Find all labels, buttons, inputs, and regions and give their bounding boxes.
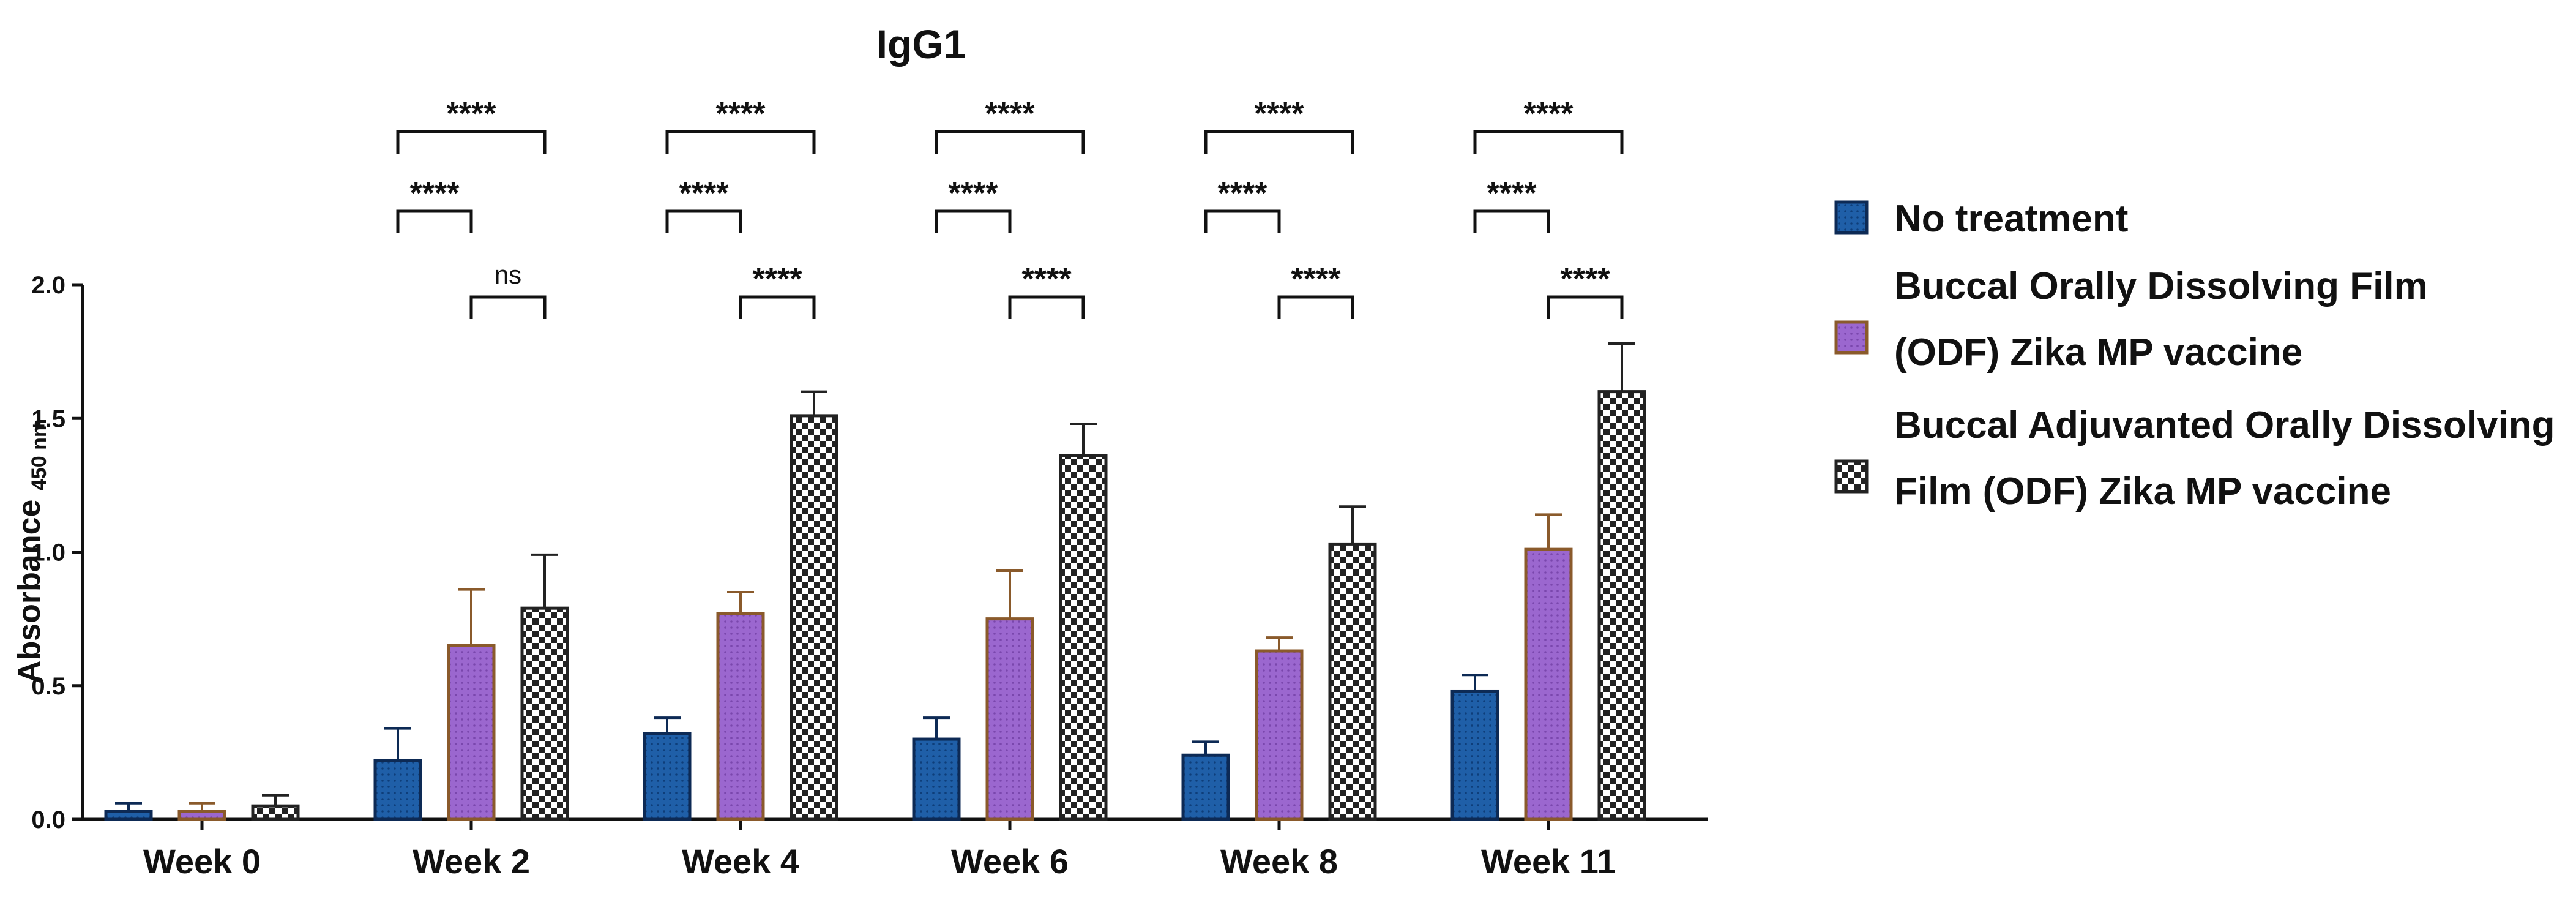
x-tick-label: Week 8 [1220,842,1338,881]
bar [1450,689,1499,821]
bar [1597,390,1646,821]
y-axis-label: Absorbance 450 nm [12,419,51,683]
significance-label: **** [1487,176,1537,211]
bar [1255,649,1304,821]
significance-brackets: **** **** ns **** **** **** **** **** **** **** **… [396,96,1624,319]
significance-bracket [1277,295,1354,319]
axes: 0.0 0.5 1.0 1.5 2.0 Absorbance 450 nm Week 0 We… [12,272,1708,881]
significance-label: ns [495,260,521,289]
significance-label: **** [1022,261,1072,297]
bar [1328,542,1377,821]
significance-bracket [1008,295,1085,319]
significance-label: **** [1561,261,1611,297]
x-tick-label: Week 11 [1481,842,1616,881]
y-tick-label: 1.5 [31,405,65,432]
x-tick-label: Week 4 [682,842,799,881]
significance-bracket [665,209,742,233]
y-tick-label: 2.0 [31,272,65,299]
significance-bracket [1473,130,1624,154]
y-tick-label: 1.0 [31,539,65,566]
significance-bracket [1204,209,1281,233]
bar [1181,753,1230,821]
bar [447,644,496,821]
significance-label: **** [679,176,730,211]
bar [251,804,300,821]
legend-swatch [1834,320,1869,355]
legend-label: Buccal Adjuvanted Orally Dissolving [1894,404,2555,446]
chart-title: IgG1 [876,21,966,67]
x-tick-label: Week 0 [143,842,261,881]
significance-label: **** [410,176,460,211]
significance-label: **** [753,261,803,297]
significance-label: **** [1218,176,1268,211]
significance-bracket [935,130,1085,154]
significance-label: **** [1255,96,1305,132]
bar [104,810,153,821]
bar [643,732,692,821]
bar [373,759,422,821]
legend-swatch [1834,459,1869,494]
significance-label: **** [985,96,1036,132]
legend-label: Film (ODF) Zika MP vaccine [1894,470,2391,513]
bar [985,617,1034,821]
significance-bracket [1204,130,1354,154]
significance-label: **** [716,96,766,132]
legend: No treatment Buccal Orally Dissolving Fil… [1834,198,2555,513]
legend-label: (ODF) Zika MP vaccine [1894,331,2302,374]
bar [1524,547,1573,821]
significance-bracket [935,209,1012,233]
significance-bracket [396,130,547,154]
significance-bracket [1547,295,1624,319]
bar [1059,454,1108,821]
significance-bracket [1473,209,1550,233]
x-tick-label: Week 6 [951,842,1069,881]
significance-label: **** [949,176,999,211]
bar [912,737,961,821]
legend-label: No treatment [1894,198,2128,240]
significance-bracket [469,295,547,319]
significance-bracket [665,130,816,154]
significance-bracket [739,295,816,319]
x-tick-label: Week 2 [413,842,530,881]
significance-label: **** [447,96,497,132]
bar [790,414,838,821]
significance-bracket [396,209,473,233]
bar [177,810,226,821]
significance-label: **** [1524,96,1574,132]
legend-label: Buccal Orally Dissolving Film [1894,265,2428,307]
bar [520,606,569,821]
significance-label: **** [1291,261,1342,297]
bars [104,342,1646,821]
y-tick-label: 0.5 [31,673,65,700]
legend-swatch [1834,200,1869,235]
y-tick-label: 0.0 [31,806,65,833]
bar [716,612,765,821]
